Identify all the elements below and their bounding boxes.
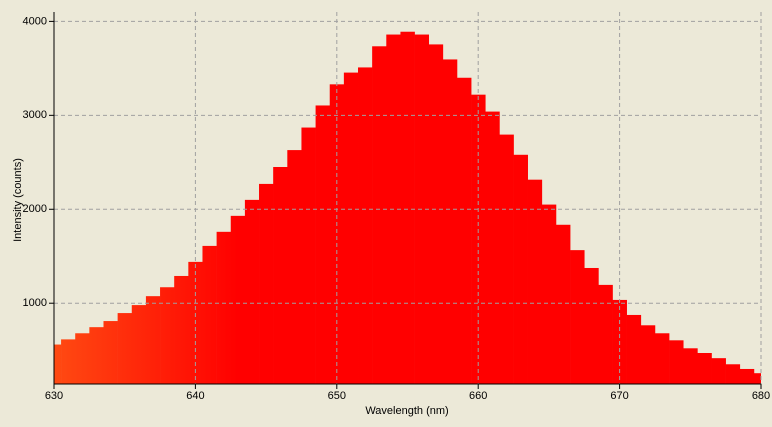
- step-bar: [640, 325, 656, 384]
- step-bar: [683, 348, 698, 384]
- step-bar: [61, 339, 76, 384]
- step-bar: [499, 134, 514, 384]
- step-bar: [485, 111, 500, 384]
- step-bar: [244, 199, 260, 384]
- step-bar: [428, 44, 444, 384]
- step-bar: [626, 314, 642, 384]
- step-bar: [358, 67, 373, 384]
- y-tick-label: 3000: [23, 109, 47, 121]
- step-bar: [598, 284, 613, 384]
- step-bar: [273, 167, 288, 384]
- y-tick-label: 1000: [23, 297, 47, 309]
- step-bar: [697, 353, 712, 384]
- x-tick-label: 640: [186, 390, 204, 402]
- step-bar: [329, 84, 345, 384]
- step-bar: [456, 77, 472, 384]
- step-bar: [343, 72, 359, 384]
- step-bar: [75, 333, 90, 384]
- step-bar: [202, 245, 217, 384]
- step-bar: [259, 183, 274, 384]
- y-axis-label: Intensity (counts): [12, 158, 24, 242]
- x-tick-label: 660: [469, 390, 487, 402]
- step-bar: [287, 150, 302, 384]
- x-tick-label: 650: [328, 390, 346, 402]
- y-tick-label: 2000: [23, 203, 47, 215]
- y-tick-label: 4000: [23, 15, 47, 27]
- step-bar: [753, 373, 761, 384]
- x-tick-label: 630: [45, 390, 63, 402]
- step-bar: [527, 179, 543, 384]
- step-bar: [145, 296, 161, 384]
- x-tick-label: 680: [752, 390, 770, 402]
- x-tick-label: 670: [610, 390, 628, 402]
- step-bar: [131, 305, 147, 384]
- step-bar: [216, 231, 232, 384]
- step-bar: [315, 105, 331, 384]
- step-bar: [711, 358, 726, 384]
- step-bar: [117, 313, 133, 384]
- step-bar: [570, 250, 585, 384]
- step-bar: [584, 267, 599, 384]
- step-bar: [230, 215, 246, 384]
- step-bar: [442, 59, 458, 384]
- step-bar: [89, 327, 104, 384]
- step-bar: [174, 275, 189, 384]
- step-bar: [513, 154, 528, 384]
- area: [54, 31, 761, 384]
- step-bar: [541, 204, 557, 384]
- step-bar: [54, 344, 62, 384]
- step-bar: [301, 127, 316, 384]
- step-bar: [555, 224, 571, 384]
- step-bar: [654, 333, 670, 384]
- x-axis-label: Wavelength (nm): [365, 405, 448, 417]
- step-bar: [669, 340, 684, 384]
- step-bar: [160, 287, 175, 384]
- step-bar: [372, 46, 387, 384]
- step-bar: [725, 364, 741, 384]
- step-bar: [739, 368, 755, 384]
- step-bar: [400, 31, 415, 384]
- step-bar: [103, 321, 118, 384]
